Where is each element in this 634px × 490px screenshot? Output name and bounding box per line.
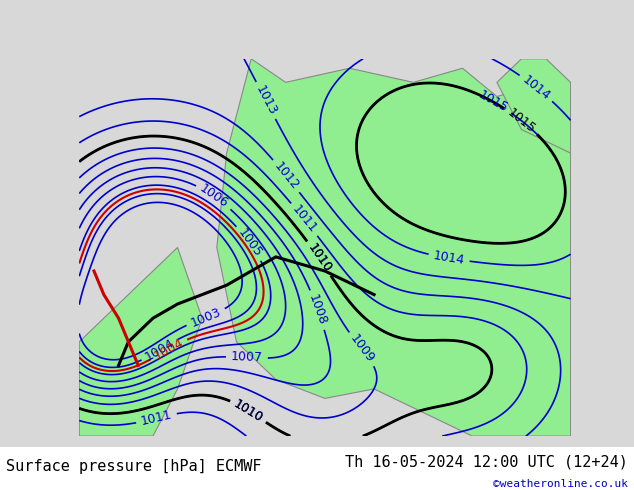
Polygon shape	[217, 59, 571, 436]
Text: 1010: 1010	[305, 242, 333, 275]
Text: 1004: 1004	[143, 336, 177, 364]
Text: 1010: 1010	[231, 397, 266, 425]
Text: 1011: 1011	[139, 408, 173, 428]
Text: 1006: 1006	[197, 182, 231, 211]
Text: 1005: 1005	[235, 226, 264, 260]
Text: 1009: 1009	[347, 333, 377, 366]
Text: 1011: 1011	[289, 203, 320, 236]
Text: Surface pressure [hPa] ECMWF: Surface pressure [hPa] ECMWF	[6, 459, 262, 474]
Text: 1010: 1010	[231, 397, 266, 425]
Text: 1014: 1014	[432, 249, 465, 267]
Text: 1013: 1013	[253, 83, 279, 118]
Text: 1008: 1008	[306, 293, 329, 327]
Text: 1014: 1014	[520, 73, 553, 103]
Text: 1004: 1004	[152, 336, 186, 363]
Text: 1007: 1007	[231, 350, 263, 365]
Text: ©weatheronline.co.uk: ©weatheronline.co.uk	[493, 479, 628, 489]
Polygon shape	[497, 59, 571, 153]
Text: Th 16-05-2024 12:00 UTC (12+24): Th 16-05-2024 12:00 UTC (12+24)	[345, 454, 628, 469]
Text: 1003: 1003	[189, 305, 223, 329]
Text: 1012: 1012	[271, 160, 301, 193]
Text: 1015: 1015	[476, 89, 510, 116]
Polygon shape	[79, 247, 202, 436]
Text: 1015: 1015	[505, 106, 538, 135]
Text: 1010: 1010	[305, 242, 333, 275]
